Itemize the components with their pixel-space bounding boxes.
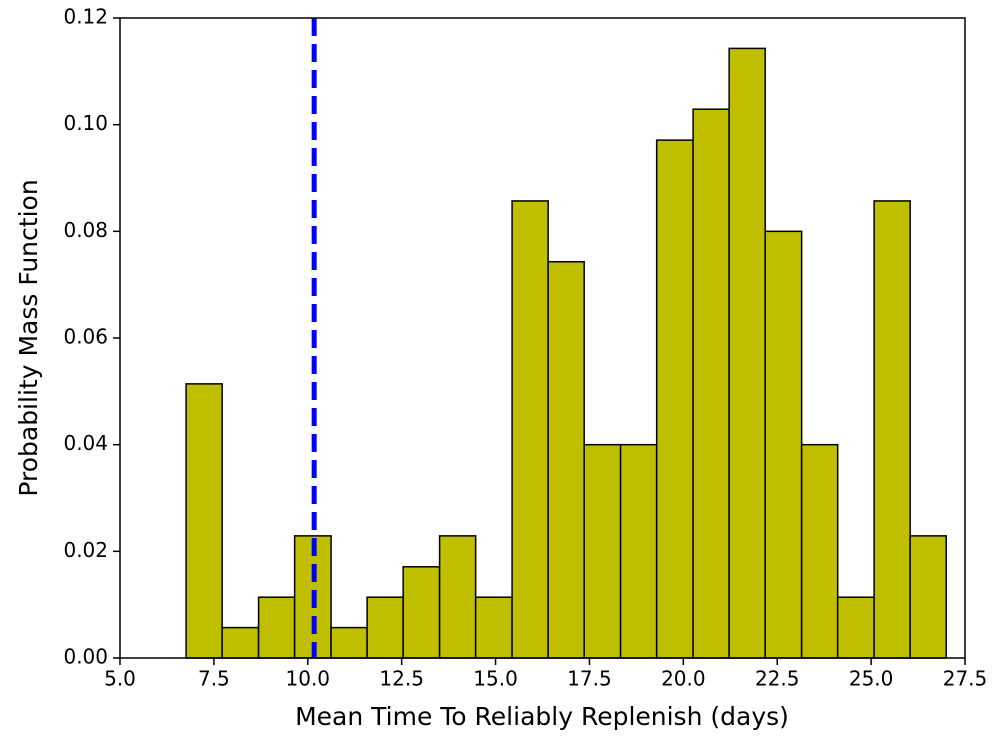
bar xyxy=(330,626,368,659)
y-tick-label: 0.10 xyxy=(63,111,108,135)
bar xyxy=(402,566,441,659)
y-tick-label: 0.02 xyxy=(63,538,108,562)
bar xyxy=(583,443,622,659)
bar xyxy=(728,47,766,659)
x-tick-label: 22.5 xyxy=(755,667,800,691)
bar xyxy=(185,383,223,659)
x-tick-label: 10.0 xyxy=(286,667,331,691)
bar xyxy=(909,535,947,659)
x-tick-label: 25.0 xyxy=(849,667,894,691)
x-tick-label: 15.0 xyxy=(473,667,518,691)
bar xyxy=(221,626,260,659)
bar xyxy=(366,596,404,659)
y-tick-label: 0.08 xyxy=(63,218,108,242)
bar xyxy=(836,596,875,659)
x-tick-label: 27.5 xyxy=(943,667,988,691)
bar xyxy=(619,443,658,659)
x-tick-label: 7.5 xyxy=(198,667,230,691)
bar xyxy=(655,139,694,659)
bar xyxy=(873,200,911,659)
y-tick-label: 0.12 xyxy=(63,5,108,29)
bar xyxy=(474,596,513,659)
x-tick-label: 5.0 xyxy=(104,667,136,691)
y-tick-label: 0.06 xyxy=(63,325,108,349)
bar xyxy=(511,200,549,659)
bar xyxy=(438,535,477,659)
y-tick-label: 0.04 xyxy=(63,431,108,455)
x-axis-title: Mean Time To Reliably Replenish (days) xyxy=(295,702,789,731)
x-tick-label: 17.5 xyxy=(567,667,612,691)
x-tick-label: 12.5 xyxy=(379,667,424,691)
bar xyxy=(764,230,803,659)
bar xyxy=(547,260,585,659)
bar xyxy=(800,443,839,659)
bar xyxy=(257,596,296,659)
y-tick-label: 0.00 xyxy=(63,645,108,669)
x-tick-label: 20.0 xyxy=(661,667,706,691)
y-axis-title: Probability Mass Function xyxy=(14,179,43,496)
bar xyxy=(692,108,730,659)
